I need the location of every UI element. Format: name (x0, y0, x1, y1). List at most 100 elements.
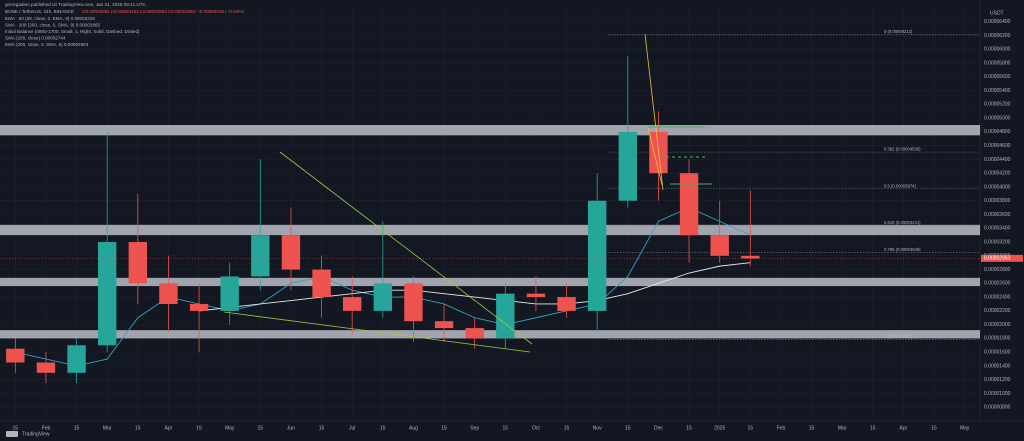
last-price-label: 0.00002963 (984, 256, 1011, 262)
support-zone (0, 277, 980, 287)
fib-label: 0.618 (0.00003441) (884, 220, 921, 225)
x-tick-label: 15 (196, 425, 202, 431)
y-tick-label: 0.00005600 (984, 74, 1011, 80)
brand: TradingView (22, 431, 50, 437)
x-tick-label: 15 (13, 425, 19, 431)
candle-body (526, 293, 546, 298)
y-tick-label: 0.00002200 (984, 308, 1011, 314)
support-zone (0, 224, 980, 236)
x-tick-label: Apr (900, 425, 908, 431)
trendline (644, 33, 664, 191)
y-tick-label: 0.00006000 (984, 47, 1011, 53)
candle-body (98, 242, 117, 346)
x-tick-label: Oct (532, 425, 540, 431)
x-tick-label: 15 (686, 425, 692, 431)
y-tick-label: 0.00005200 (984, 102, 1011, 108)
y-tick-label: 0.00002400 (984, 294, 1011, 300)
y-tick-label: 0.00003400 (984, 226, 1011, 232)
candle-body (67, 345, 86, 373)
candle-body (312, 269, 331, 298)
header: gorregadam published on TradingView.com,… (5, 2, 244, 14)
y-tick-label: 0.00002600 (984, 281, 1011, 287)
indicator-label: EMA · 50 (50, close, 0, EMA, 9) 0.000032… (5, 16, 95, 21)
x-tick-label: 15 (503, 425, 509, 431)
brand-logo (6, 431, 18, 437)
x-tick-label: Mar (838, 425, 847, 431)
indicator-label: EMA (200, close, 0, SMA, 5) 0.00002963 (5, 42, 89, 47)
x-tick-label: Mar (103, 425, 112, 431)
y-tick-label: 0.00001400 (984, 363, 1011, 369)
candle-body (557, 297, 576, 311)
y-tick-label: 0.00006400 (984, 19, 1011, 25)
x-tick-label: 15 (564, 425, 570, 431)
support-zone (0, 330, 980, 339)
indicator-label: Initial Balance (0800-1700, Small, 1, Ri… (5, 29, 140, 34)
x-tick-label: Feb (42, 425, 51, 431)
y-tick-label: 0.00004000 (984, 184, 1011, 190)
publisher-note: gorregadam published on TradingView.com,… (5, 2, 147, 7)
x-tick-label: 2025 (714, 425, 725, 431)
trendline (647, 126, 663, 186)
x-tick-label: Apr (165, 425, 173, 431)
fib-label: 1 (0.00001787) (884, 334, 913, 339)
candle-body (189, 303, 209, 311)
drawings (223, 33, 712, 353)
y-tick-label: 0.00005800 (984, 60, 1011, 66)
x-tick-label: 15 (809, 425, 815, 431)
x-tick-label: May (960, 425, 970, 431)
y-tick-label: 0.00004600 (984, 143, 1011, 149)
y-tick-label: 0.00003200 (984, 239, 1011, 245)
y-tick-label: 0.00005000 (984, 115, 1011, 121)
indicator-label: SMA (200, close) 0.00002744 (5, 36, 66, 41)
x-tick-label: 15 (441, 425, 447, 431)
fib-label: 0 (0.00006213) (884, 29, 913, 34)
x-tick-label: 15 (319, 425, 325, 431)
y-tick-label: 0.00001200 (984, 377, 1011, 383)
fib-label: 0.5 (0.00003974) (884, 183, 917, 188)
candle-body (741, 255, 760, 259)
trendline (223, 311, 531, 353)
x-tick-label: 15 (135, 425, 141, 431)
candle-body (618, 131, 637, 201)
y-tick-label: 0.00000800 (984, 405, 1011, 411)
x-tick-label: 15 (258, 425, 264, 431)
candle-body (679, 173, 699, 236)
x-tick-label: Dec (654, 425, 663, 431)
fib-label: 0.786 (0.00003049) (884, 247, 921, 252)
y-tick-label: 0.00005400 (984, 88, 1011, 94)
y-tick-label: 0.00006200 (984, 33, 1011, 39)
candle-body (128, 242, 147, 284)
candle-body (465, 328, 484, 339)
candle-body (496, 293, 515, 339)
x-tick-label: 15 (748, 425, 754, 431)
y-tick-label: 0.00004200 (984, 171, 1011, 177)
candle-body (6, 348, 25, 363)
fib-label: 0.382 (0.00004506) (884, 147, 921, 152)
currency-label: USDT (990, 10, 1004, 16)
ohlc-readout: O0.00002981 H0.00003193 L0.00002853 C0.0… (82, 9, 244, 14)
x-tick-label: Jul (349, 425, 355, 431)
plot-area: 0 (0.00006213) 0.382 (0.00004506) 0.5 (0.0… (0, 8, 980, 421)
candle-body (36, 362, 56, 373)
x-tick-label: Aug (409, 425, 418, 431)
indicator-label: SMA · 200 (200, close, 0, SMA, 9) 0.0000… (5, 23, 100, 28)
x-tick-label: 15 (870, 425, 876, 431)
candle-body (434, 321, 454, 329)
y-tick-label: 0.00004800 (984, 129, 1011, 135)
y-tick-label: 0.00001800 (984, 336, 1011, 342)
x-tick-label: Sep (470, 425, 479, 431)
candle-body (281, 235, 301, 270)
support-zone (0, 125, 980, 136)
candle-body (404, 283, 423, 322)
y-tick-label: 0.00003800 (984, 198, 1011, 204)
y-tick-label: 0.00004400 (984, 157, 1011, 163)
candle-body (588, 200, 607, 311)
candle-body (710, 235, 729, 256)
candle-body (251, 235, 270, 277)
x-tick-label: 15 (74, 425, 80, 431)
candle-body (220, 276, 239, 311)
x-tick-label: Feb (777, 425, 786, 431)
y-tick-label: 0.00003600 (984, 212, 1011, 218)
moving-average (199, 262, 751, 312)
